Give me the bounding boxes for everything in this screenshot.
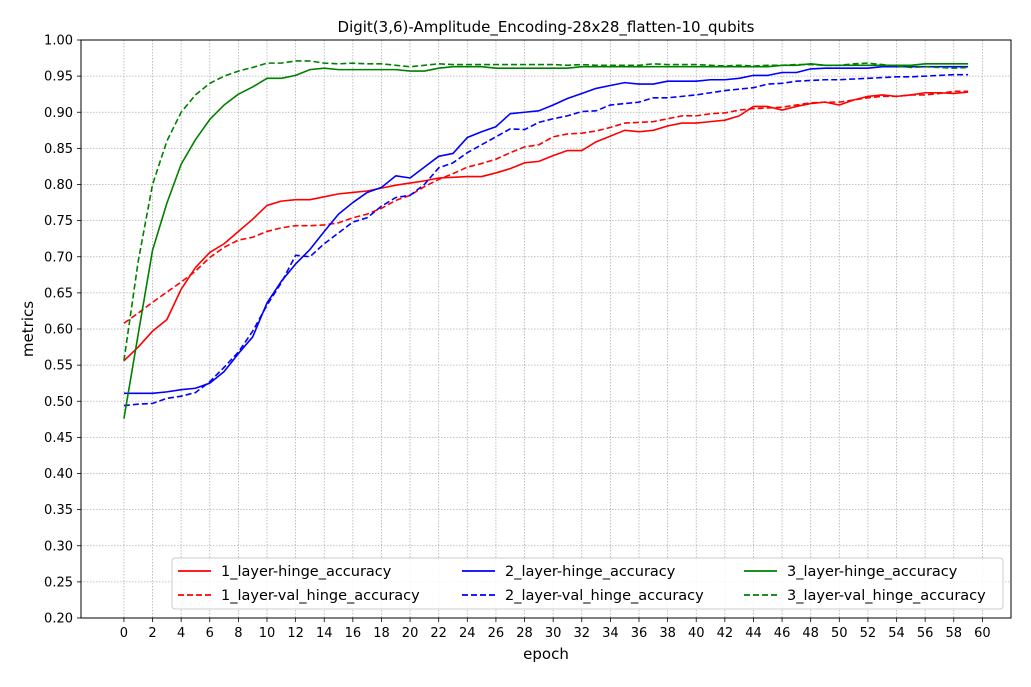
series-line-2-layer-val-hinge-accuracy (123, 73, 969, 407)
y-tick-label: 0.35 (44, 503, 73, 518)
legend-label: 1_layer-val_hinge_accuracy (221, 588, 420, 604)
x-tick-label: 16 (345, 626, 362, 641)
legend-entries: 1_layer-hinge_accuracy 1_layer-val_hinge_… (178, 564, 986, 604)
series-line-1-layer-hinge-accuracy (123, 91, 969, 362)
grid-layer (81, 39, 1011, 619)
series-line-1-layer-val-hinge-accuracy (123, 90, 969, 324)
x-tick-label: 8 (234, 626, 242, 641)
x-tick-label: 54 (888, 626, 905, 641)
x-axis-label: epoch (523, 645, 569, 663)
x-tick-label: 28 (516, 626, 533, 641)
x-tick-label: 40 (688, 626, 705, 641)
x-tick-label: 0 (120, 626, 128, 641)
y-tick-label: 0.45 (44, 431, 73, 446)
series-line-2-layer-hinge-accuracy (123, 65, 969, 395)
legend-label: 2_layer-hinge_accuracy (505, 564, 676, 580)
x-tick-label: 42 (717, 626, 734, 641)
x-tick-label: 58 (945, 626, 962, 641)
y-tick-label: 0.25 (44, 575, 73, 590)
y-tick-label: 0.70 (44, 250, 73, 265)
y-tick-label: 0.85 (44, 142, 73, 157)
y-tick-label: 0.65 (44, 286, 73, 301)
x-tick-label: 20 (402, 626, 419, 641)
x-tick-label: 46 (774, 626, 791, 641)
y-tick-label: 0.40 (44, 467, 73, 482)
legend-box (171, 557, 1004, 610)
y-tick-label: 0.20 (44, 612, 73, 627)
x-tick-label: 32 (573, 626, 590, 641)
series-line-3-layer-val-hinge-accuracy (123, 60, 969, 361)
ticks-layer: 0 2 4 6 8 10 12 14 16 18 20 22 24 26 28 30 32 34 36 38 40 42 4… (44, 34, 991, 642)
y-tick-label: 0.55 (44, 359, 73, 374)
x-tick-label: 50 (831, 626, 848, 641)
x-tick-label: 60 (974, 626, 991, 641)
x-tick-label: 52 (860, 626, 877, 641)
x-tick-label: 48 (802, 626, 819, 641)
x-tick-label: 22 (430, 626, 447, 641)
x-tick-label: 44 (745, 626, 762, 641)
legend: 1_layer-hinge_accuracy 1_layer-val_hinge_… (171, 557, 1004, 610)
y-tick-label: 0.60 (44, 323, 73, 338)
x-tick-label: 36 (631, 626, 648, 641)
x-tick-label: 24 (459, 626, 476, 641)
x-tick-label: 10 (259, 626, 276, 641)
legend-label: 2_layer-val_hinge_accuracy (505, 588, 704, 604)
x-tick-label: 12 (287, 626, 304, 641)
x-tick-label: 38 (659, 626, 676, 641)
x-tick-label: 26 (488, 626, 505, 641)
x-tick-label: 34 (602, 626, 619, 641)
legend-label: 1_layer-hinge_accuracy (221, 564, 392, 580)
legend-label: 3_layer-val_hinge_accuracy (787, 588, 986, 604)
series-layer (123, 60, 969, 419)
legend-label: 3_layer-hinge_accuracy (787, 564, 958, 580)
y-tick-label: 0.50 (44, 395, 73, 410)
y-tick-label: 0.90 (44, 106, 73, 121)
x-tick-label: 14 (316, 626, 333, 641)
y-tick-label: 0.75 (44, 214, 73, 229)
x-tick-label: 30 (545, 626, 562, 641)
x-tick-label: 6 (206, 626, 214, 641)
x-tick-label: 18 (373, 626, 390, 641)
chart-title: Digit(3,6)-Amplitude_Encoding-28x28_flat… (338, 18, 755, 37)
y-tick-label: 0.95 (44, 70, 73, 85)
x-tick-label: 4 (177, 626, 185, 641)
x-tick-label: 2 (148, 626, 156, 641)
y-tick-label: 0.30 (44, 539, 73, 554)
y-tick-label: 0.80 (44, 178, 73, 193)
x-tick-label: 56 (917, 626, 934, 641)
y-tick-label: 1.00 (44, 34, 73, 49)
y-axis-label: metrics (19, 301, 37, 357)
